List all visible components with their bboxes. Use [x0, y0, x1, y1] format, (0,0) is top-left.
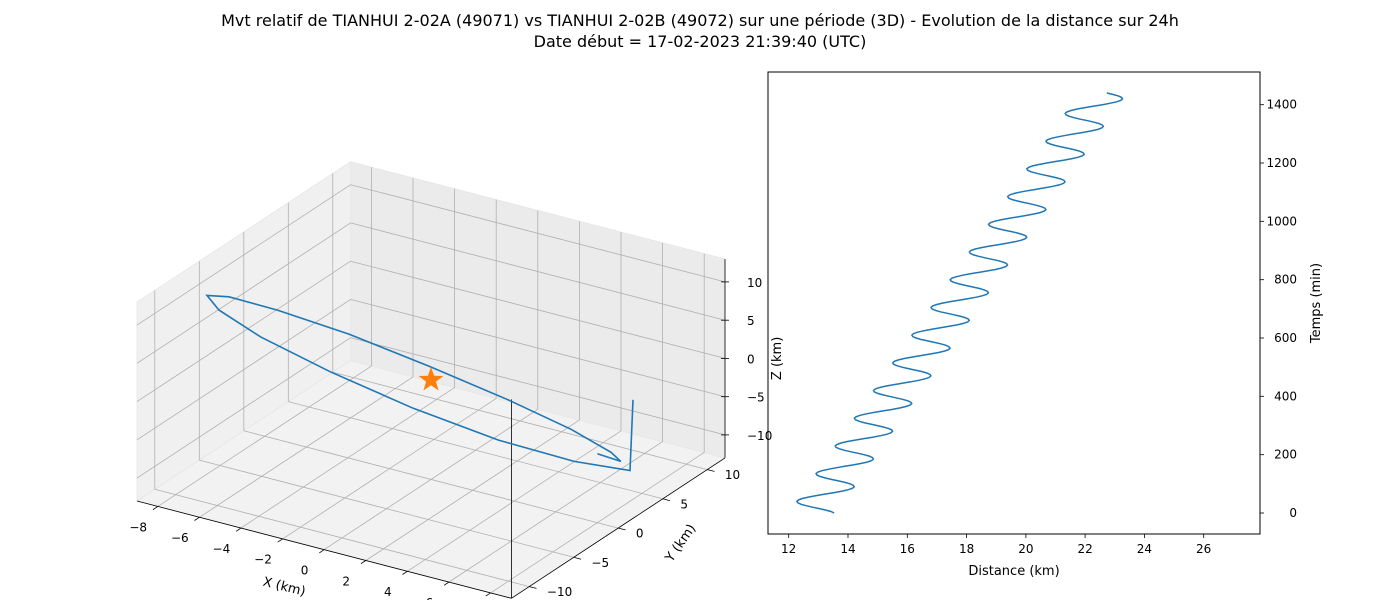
plot-frame: [767, 71, 1261, 535]
x-tick-label: 12: [781, 542, 796, 556]
x-tick-label: 16: [900, 542, 915, 556]
y-tick-label: 800: [1274, 273, 1297, 287]
z-tick-label: −5: [747, 391, 765, 405]
z-tick-label: 10: [747, 276, 762, 290]
figure-title-line1: Mvt relatif de TIANHUI 2-02A (49071) vs …: [221, 11, 1179, 30]
z-axis-label: Z (km): [770, 337, 785, 380]
x-tick: [235, 527, 242, 532]
x-tick-label: 4: [384, 585, 392, 599]
x-tick-label: 0: [301, 564, 309, 578]
gridline-y-floor: [288, 401, 663, 500]
x-tick: [277, 538, 283, 543]
x-tick: [360, 560, 367, 565]
gridline-y-floor: [154, 488, 530, 587]
x-axis-label: X (km): [261, 575, 307, 600]
y-tick-label: 1200: [1266, 156, 1297, 170]
y-tick: [662, 498, 671, 502]
x-tick: [402, 570, 408, 575]
y-tick: [707, 469, 715, 472]
x-tick: [443, 581, 450, 586]
x-tick-label: −6: [171, 531, 189, 545]
gridline-y-floor: [332, 371, 708, 470]
y-tick-label: 10: [725, 468, 740, 482]
gridline-z-side: [136, 260, 351, 402]
figure-title-line2: Date début = 17-02-2023 21:39:40 (UTC): [534, 32, 867, 51]
y-tick-label: 0: [636, 527, 644, 541]
x-tick-label: 26: [1196, 542, 1211, 556]
distance-axis-label: Distance (km): [968, 564, 1059, 579]
y-tick-label: 400: [1274, 389, 1297, 403]
star-marker: [418, 367, 444, 391]
y-tick-label: 600: [1274, 331, 1297, 345]
time-axis-label: Temps (min): [1309, 263, 1324, 344]
y-tick: [529, 586, 537, 589]
z-tick-label: 5: [747, 314, 755, 328]
x-tick: [194, 516, 200, 521]
z-tick-label: 0: [747, 352, 755, 366]
relative-orbit-line: [205, 294, 634, 472]
y-tick: [618, 527, 626, 531]
gridline-z-back: [350, 260, 726, 359]
gridline-y-floor: [243, 430, 619, 529]
y-tick-label: 1400: [1266, 98, 1297, 112]
x-tick: [485, 592, 491, 597]
gridline-z-back: [350, 222, 726, 321]
y-tick-label: 0: [1289, 506, 1297, 520]
y-tick-label: 1000: [1266, 214, 1297, 228]
x-ticks: 12 14 16 18 20 22 24 26: [781, 534, 1211, 556]
gridline-z-side: [136, 337, 351, 479]
x-tick-label: 14: [840, 542, 855, 556]
x-tick-label: 20: [1018, 542, 1033, 556]
x-tick: [319, 549, 325, 554]
y-tick: [573, 556, 582, 560]
x-tick-label: 2: [342, 574, 350, 588]
distance-time-plot: 12 14 16 18 20 22 24 26 0 200 400 600 800 1000 1200 14…: [767, 71, 1324, 579]
x-tick-label: 24: [1137, 542, 1152, 556]
gridline-z-back: [350, 337, 726, 436]
x-tick-label: 6: [426, 596, 434, 600]
y-tick-label: −5: [591, 556, 609, 570]
gridline-z-back: [350, 184, 726, 283]
x-tick-label: −2: [254, 553, 272, 567]
y-ticks: 0 200 400 600 800 1000 1200 1400: [1260, 98, 1297, 520]
y-tick-label: −10: [547, 585, 572, 599]
3d-gridlines: [136, 167, 726, 594]
x-tick: [152, 506, 159, 511]
x-tick-label: 18: [959, 542, 974, 556]
z-tick-label: −10: [747, 429, 772, 443]
gridline-z-back: [350, 299, 726, 398]
y-tick-label: 5: [680, 497, 688, 511]
y-axis-label: Y (km): [662, 522, 699, 566]
gridline-z-side: [136, 222, 351, 364]
distance-line: [795, 92, 1124, 514]
x-tick-label: −4: [213, 542, 231, 556]
gridline-z-side: [136, 184, 351, 326]
x-tick-label: 22: [1077, 542, 1092, 556]
y-tick-label: 200: [1274, 448, 1297, 462]
x-tick-label: −8: [129, 520, 147, 534]
